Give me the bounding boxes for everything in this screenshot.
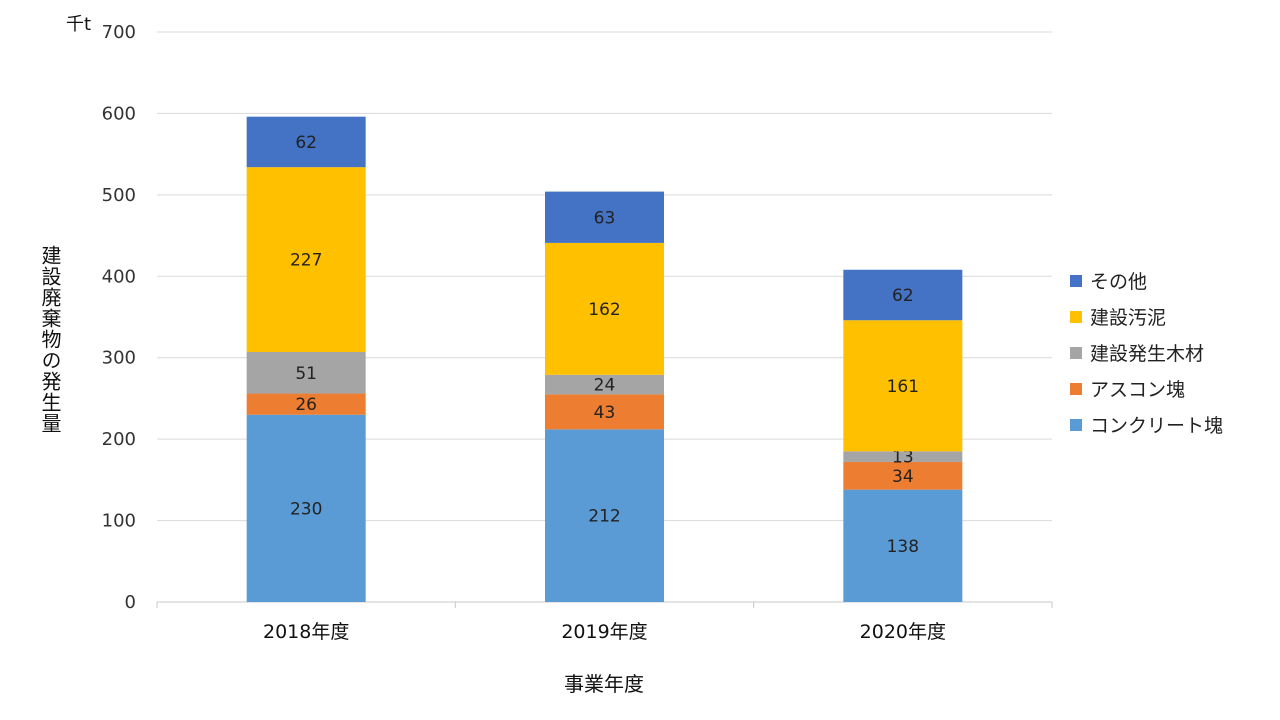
x-axis-title: 事業年度 <box>564 672 644 696</box>
data-label: 34 <box>892 467 914 487</box>
data-label: 227 <box>290 251 322 271</box>
stacked-bar-chart: 0 100 200 300 400 500 600 700 230 26 51 227 62 212 43… <box>0 0 1280 720</box>
legend-label: 建設発生木材 <box>1090 343 1204 365</box>
y-tick-label: 500 <box>102 185 136 206</box>
y-tick-label: 300 <box>102 348 136 369</box>
y-tick-label: 400 <box>102 266 136 287</box>
data-label: 230 <box>290 499 322 519</box>
legend-swatch <box>1070 311 1082 323</box>
y-tick-label: 100 <box>102 511 136 532</box>
legend-label: アスコン塊 <box>1090 379 1185 401</box>
data-label: 26 <box>295 395 317 415</box>
legend-swatch <box>1070 419 1082 431</box>
y-unit-label: 千t <box>66 14 91 35</box>
legend-label: 建設汚泥 <box>1090 307 1166 329</box>
data-label: 63 <box>594 208 616 228</box>
y-axis-title: 建設廃棄物の発生量 <box>38 245 62 434</box>
x-axis: 2018年度 2019年度 2020年度 <box>157 602 1052 643</box>
data-label: 24 <box>594 376 616 396</box>
y-tick-label: 0 <box>125 592 136 613</box>
data-label: 138 <box>887 537 919 557</box>
x-category-label: 2020年度 <box>860 621 946 643</box>
x-category-label: 2018年度 <box>263 621 349 643</box>
data-label: 212 <box>588 507 620 527</box>
x-category-label: 2019年度 <box>561 621 647 643</box>
legend-label: その他 <box>1090 271 1147 293</box>
legend-label: コンクリート塊 <box>1090 415 1223 437</box>
y-axis-ticks: 0 100 200 300 400 500 600 700 <box>102 22 136 613</box>
y-tick-label: 200 <box>102 429 136 450</box>
legend-swatch <box>1070 275 1082 287</box>
data-label: 62 <box>295 133 317 153</box>
legend-swatch <box>1070 347 1082 359</box>
data-label: 51 <box>295 364 317 384</box>
y-tick-label: 600 <box>102 103 136 124</box>
data-label: 161 <box>887 377 919 397</box>
data-label: 62 <box>892 286 914 306</box>
data-label: 43 <box>594 403 616 423</box>
y-tick-label: 700 <box>102 22 136 43</box>
legend-swatch <box>1070 383 1082 395</box>
data-label: 162 <box>588 300 620 320</box>
